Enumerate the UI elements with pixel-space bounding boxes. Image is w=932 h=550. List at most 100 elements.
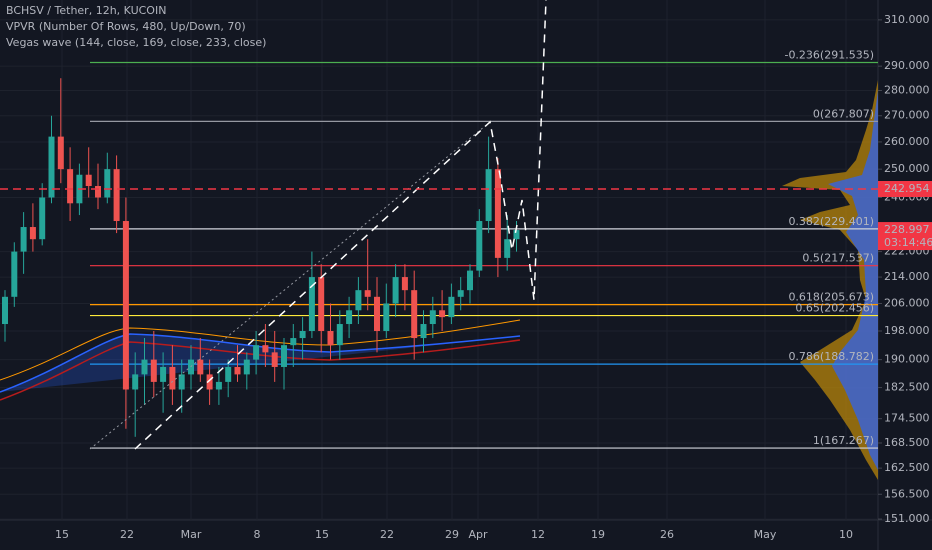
candle-body — [104, 169, 111, 198]
candle-body — [448, 296, 455, 318]
price-label-box — [878, 222, 932, 251]
candle-body — [383, 303, 390, 332]
candle-body — [169, 366, 176, 390]
candle-body — [299, 331, 306, 339]
candle-body — [476, 221, 483, 271]
candle-body — [20, 227, 27, 252]
x-tick-label: 10 — [839, 528, 853, 541]
candle-body — [150, 359, 157, 382]
fib-label: 0(267.807) — [813, 107, 874, 120]
candle-body — [411, 290, 418, 339]
candles — [2, 78, 520, 437]
x-tick-label: 12 — [531, 528, 545, 541]
candle-body — [95, 186, 101, 198]
candle-body — [457, 290, 464, 297]
y-tick-label: 162.500 — [884, 461, 930, 474]
candle-body — [206, 374, 213, 390]
y-tick-label: 280.000 — [884, 84, 930, 97]
x-tick-label: 15 — [315, 528, 329, 541]
x-tick-label: 15 — [55, 528, 69, 541]
candle-body — [141, 359, 148, 375]
y-tick-label: 290.000 — [884, 59, 930, 72]
candle-body — [132, 374, 139, 390]
y-tick-label: 182.500 — [884, 381, 930, 394]
candle-body — [439, 310, 446, 318]
y-tick-label: 270.000 — [884, 109, 930, 122]
candle-body — [429, 310, 436, 325]
fib-label: -0.236(291.535) — [784, 48, 874, 61]
y-tick-label: 156.500 — [884, 487, 930, 500]
alert-label: 242.954 — [884, 182, 930, 195]
y-tick-label: 198.000 — [884, 324, 930, 337]
ema-233 — [0, 339, 521, 401]
candle-body — [318, 277, 325, 332]
candle-body — [271, 352, 278, 367]
time-axis: 15 22 Mar 8 15 22 29 Apr 12 19 26 May 10 — [55, 528, 853, 541]
x-tick-label: Apr — [468, 528, 488, 541]
y-tick-label: 206.000 — [884, 297, 930, 310]
candle-body — [215, 381, 222, 390]
drawings — [89, 0, 547, 450]
candle-body — [234, 366, 241, 375]
x-tick-label: 8 — [254, 528, 261, 541]
candle-body — [39, 197, 46, 240]
candle-body — [253, 345, 260, 360]
fib-label: 1(167.267) — [813, 434, 874, 447]
candle-body — [67, 169, 74, 204]
x-tick-label: 19 — [591, 528, 605, 541]
fib-label: 0.65(202.456) — [795, 302, 874, 315]
candle-body — [281, 345, 287, 367]
y-tick-label: 310.000 — [884, 13, 930, 26]
candle-body — [420, 324, 427, 339]
candle-body — [308, 277, 315, 332]
y-tick-label: 190.000 — [884, 353, 930, 366]
candle-body — [374, 296, 380, 332]
y-tick-label: 260.000 — [884, 135, 930, 148]
fib-label: 0.786(188.782) — [788, 350, 874, 363]
candle-body — [57, 136, 64, 170]
candle-body — [48, 136, 55, 198]
y-tick-label: 168.500 — [884, 436, 930, 449]
fib-label: 0.382(229.401) — [788, 215, 874, 228]
candle-body — [225, 366, 232, 382]
fib-label: 0.5(217.537) — [802, 252, 874, 265]
candle-body — [243, 359, 250, 375]
candle-body — [401, 277, 408, 291]
x-tick-label: Mar — [181, 528, 202, 541]
candle-body — [336, 324, 343, 346]
candle-body — [494, 169, 501, 258]
candle-body — [85, 174, 92, 187]
candle-body — [29, 227, 36, 240]
alert-label-box — [878, 181, 932, 198]
candle-body — [346, 310, 353, 325]
x-tick-label: 26 — [660, 528, 674, 541]
y-tick-label: 214.000 — [884, 270, 930, 283]
ema-169 — [0, 333, 521, 393]
indicator-label: Vegas wave (144, close, 169, close, 233,… — [6, 36, 266, 49]
projection — [134, 0, 547, 450]
candle-body — [355, 290, 362, 311]
x-tick-label: 22 — [120, 528, 134, 541]
fib-retracement: -0.236(291.535) 0(267.807) 0.382(229.401) 0… — [90, 48, 878, 449]
volume-profile — [782, 80, 878, 480]
candle-body — [485, 169, 492, 222]
vegas-wave — [0, 319, 521, 401]
candle-body — [197, 359, 204, 375]
y-tick-label: 174.500 — [884, 412, 930, 425]
candle-body — [392, 277, 399, 304]
candle-body — [160, 366, 167, 382]
fib-label: 0.618(205.673) — [788, 291, 874, 304]
candle-body — [513, 230, 520, 240]
candle-body — [290, 338, 297, 346]
ema-144 — [0, 319, 521, 381]
y-tick-label: 151.000 — [884, 512, 930, 525]
candle-body — [467, 270, 473, 291]
volume-profile-down — [828, 90, 878, 470]
x-tick-label: 22 — [380, 528, 394, 541]
countdown: 03:14:46 — [884, 236, 932, 249]
candle-body — [2, 296, 8, 325]
candle-body — [11, 251, 18, 297]
price-axis: 310.000 290.000 280.000 270.000 260.000 250.0… — [878, 13, 932, 525]
y-tick-label: 250.000 — [884, 162, 930, 175]
